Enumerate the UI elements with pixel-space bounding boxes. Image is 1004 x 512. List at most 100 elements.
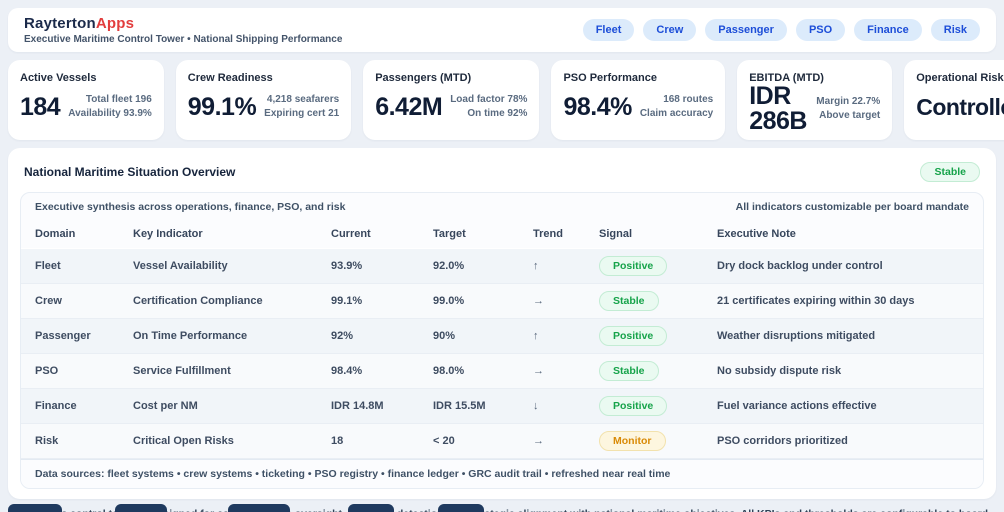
nav-item-risk[interactable]: Risk [930, 19, 980, 41]
cell-signal: Monitor [585, 424, 703, 459]
cell-note: No subsidy dispute risk [717, 365, 842, 377]
cell-note: Weather disruptions mitigated [717, 330, 876, 342]
cutoff-button-4[interactable] [348, 504, 394, 512]
kpi-title: PSO Performance [563, 72, 657, 84]
app-title-primary: Rayterton [24, 15, 96, 32]
table-row-risk: Risk Critical Open Risks 18 < 20 → Monit… [21, 423, 983, 459]
kpi-body: Controlled High 13 Critical 1 [916, 84, 1004, 130]
kpi-subtext: 168 routes Claim accuracy [640, 93, 713, 122]
cutoff-button-5[interactable] [438, 504, 484, 512]
cell-signal: Stable [585, 354, 703, 389]
data-sources-text: Data sources: fleet systems • crew syste… [21, 459, 983, 488]
indicator-table: Domain Key Indicator Current Target Tren… [21, 220, 983, 459]
kpi-row: Active Vessels 184 Total fleet 196 Avail… [8, 60, 1004, 140]
kpi-sub-line-1: Total fleet 196 [85, 93, 152, 105]
synthesis-row: Executive synthesis across operations, f… [21, 193, 983, 220]
kpi-subtext: 4,218 seafarers Expiring cert 21 [264, 93, 339, 122]
app-subtitle: Executive Maritime Control Tower • Natio… [24, 34, 343, 45]
kpi-sub-line-2: Above target [819, 110, 881, 121]
kpi-card-active-vessels: Active Vessels 184 Total fleet 196 Avail… [8, 60, 164, 140]
cell-indicator: Vessel Availability [133, 260, 228, 272]
cutoff-button-2[interactable] [115, 504, 167, 512]
cell-signal: Positive [585, 319, 703, 354]
nav-item-pso[interactable]: PSO [795, 19, 846, 41]
kpi-sub-line-1: 4,218 seafarers [266, 93, 340, 105]
cell-note: Dry dock backlog under control [717, 260, 883, 272]
cell-current: 98.4% [331, 365, 363, 377]
overview-title: National Maritime Situation Overview [24, 165, 236, 179]
signal-badge: Monitor [599, 431, 666, 451]
kpi-body: 6.42M Load factor 78% On time 92% [375, 84, 527, 130]
kpi-card-ebitda: EBITDA (MTD) IDR 286B Margin 22.7% Above… [737, 60, 893, 140]
cell-domain: Passenger [35, 330, 91, 342]
col-header-current: Current [317, 220, 419, 249]
kpi-value: 99.1% [187, 92, 257, 121]
table-row-crew: Crew Certification Compliance 99.1% 99.0… [21, 283, 983, 319]
nav-item-passenger[interactable]: Passenger [705, 19, 787, 41]
kpi-value: Controlled [916, 93, 1004, 120]
cell-target: 99.0% [433, 295, 465, 307]
cell-indicator: Cost per NM [133, 400, 198, 412]
col-header-domain: Domain [21, 220, 119, 249]
nav-item-finance[interactable]: Finance [854, 19, 922, 41]
signal-badge: Stable [599, 361, 659, 381]
kpi-subtext: Load factor 78% On time 92% [450, 93, 527, 122]
kpi-body: 98.4% 168 routes Claim accuracy [563, 84, 713, 130]
table-body: Fleet Vessel Availability 93.9% 92.0% ↑ … [21, 248, 983, 459]
trend-flat-icon: → [533, 435, 544, 447]
cell-note: 21 certificates expiring within 30 days [717, 295, 915, 307]
signal-badge: Stable [599, 291, 659, 311]
kpi-value: 184 [20, 92, 61, 121]
cell-indicator: On Time Performance [133, 330, 248, 342]
kpi-subtext: Margin 22.7% Above target [816, 95, 880, 124]
kpi-sub-line-2: Claim accuracy [639, 108, 714, 119]
kpi-title: Active Vessels [20, 72, 97, 84]
cell-indicator: Critical Open Risks [133, 435, 234, 447]
cell-domain: Finance [35, 400, 77, 412]
kpi-body: IDR 286B Margin 22.7% Above target [749, 84, 880, 134]
cell-signal: Positive [585, 249, 703, 284]
trend-up-icon: ↑ [533, 260, 539, 272]
signal-badge: Positive [599, 256, 668, 276]
footer-notes: Notes: This control tower is designed fo… [10, 508, 994, 512]
kpi-card-pso-performance: PSO Performance 98.4% 168 routes Claim a… [551, 60, 726, 140]
synthesis-left-text: Executive synthesis across operations, f… [35, 201, 346, 213]
status-badge: Stable [920, 162, 980, 182]
app-title: RaytertonApps [24, 15, 342, 33]
synthesis-right-text: All indicators customizable per board ma… [735, 201, 969, 213]
kpi-body: 184 Total fleet 196 Availability 93.9% [20, 84, 152, 130]
cell-current: IDR 14.8M [331, 400, 384, 412]
overview-panel: Executive synthesis across operations, f… [20, 192, 984, 489]
cell-note: PSO corridors prioritized [717, 435, 848, 447]
trend-up-icon: ↑ [533, 330, 539, 342]
kpi-title: EBITDA (MTD) [749, 72, 824, 84]
table-row-finance: Finance Cost per NM IDR 14.8M IDR 15.5M … [21, 388, 983, 424]
kpi-title: Operational Risk [916, 72, 1004, 84]
overview-header: National Maritime Situation Overview Sta… [20, 160, 984, 192]
app-title-secondary: Apps [95, 15, 135, 32]
cell-domain: Crew [35, 295, 62, 307]
kpi-sub-line-1: Margin 22.7% [816, 95, 881, 107]
cell-domain: Risk [35, 435, 59, 447]
trend-flat-icon: → [533, 365, 544, 377]
nav-item-crew[interactable]: Crew [643, 19, 697, 41]
cell-domain: Fleet [35, 260, 61, 272]
cutoff-button-1[interactable] [8, 504, 62, 512]
table-row-fleet: Fleet Vessel Availability 93.9% 92.0% ↑ … [21, 248, 983, 284]
brand-block: RaytertonApps Executive Maritime Control… [24, 15, 342, 45]
cell-target: 90% [433, 330, 456, 342]
kpi-card-passengers: Passengers (MTD) 6.42M Load factor 78% O… [363, 60, 540, 140]
kpi-value: IDR 286B [749, 82, 807, 135]
cutoff-button-3[interactable] [228, 504, 290, 512]
col-header-indicator: Key Indicator [119, 220, 317, 249]
cell-target: < 20 [433, 435, 455, 447]
table-row-passenger: Passenger On Time Performance 92% 90% ↑ … [21, 318, 983, 354]
col-header-trend: Trend [519, 220, 585, 249]
kpi-card-operational-risk: Operational Risk Controlled High 13 Crit… [904, 60, 1004, 140]
col-header-target: Target [419, 220, 519, 249]
nav-item-fleet[interactable]: Fleet [582, 19, 635, 41]
cell-signal: Stable [585, 284, 703, 319]
cell-target: IDR 15.5M [433, 400, 486, 412]
kpi-subtext: Total fleet 196 Availability 93.9% [68, 93, 152, 122]
